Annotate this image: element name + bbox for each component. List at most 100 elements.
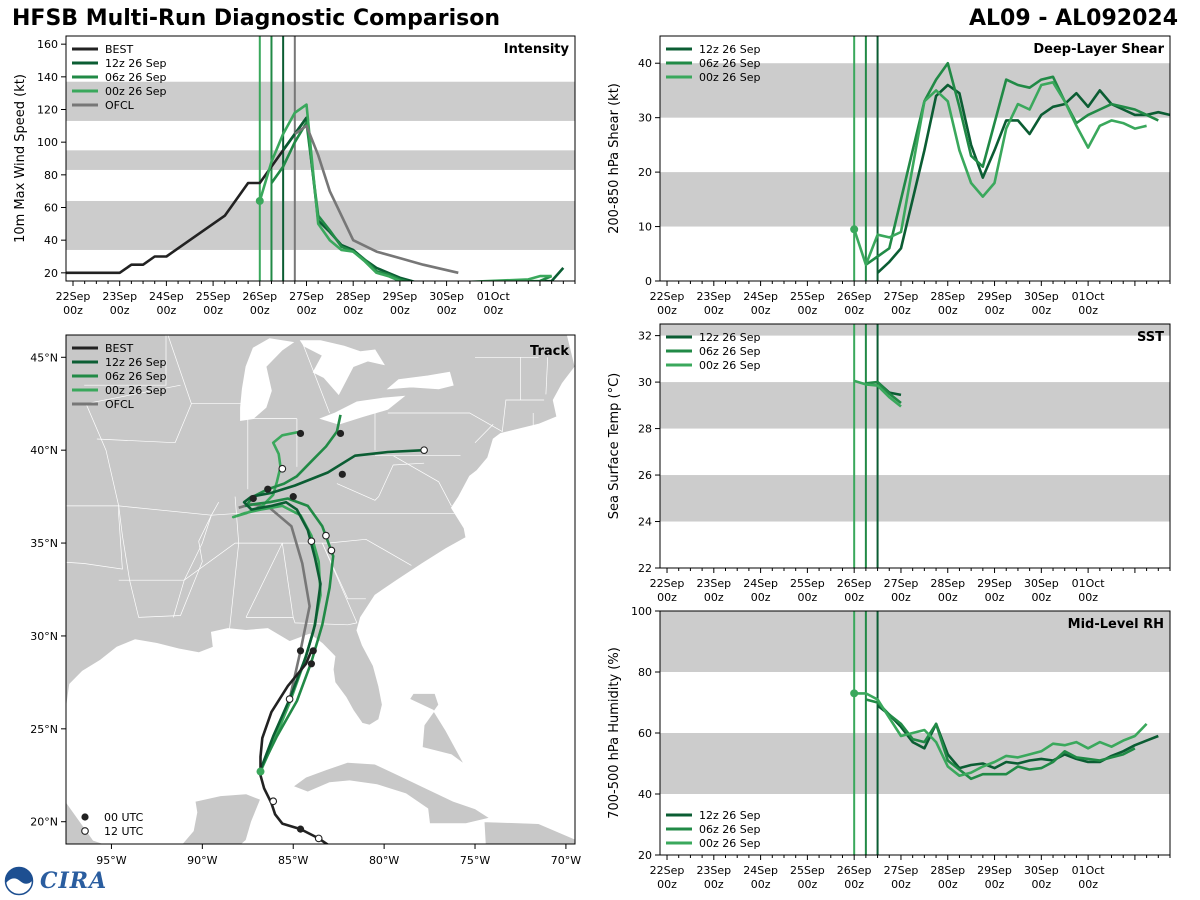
shear-xtick-date: 24Sep (743, 290, 778, 303)
intensity-xtick-date: 01Oct (477, 290, 511, 303)
rh-band (660, 611, 1170, 672)
intensity-xtick-hour: 00z (343, 304, 363, 317)
rh-xtick-hour: 00z (1031, 878, 1051, 891)
shear-ytick-label: 10 (638, 221, 652, 234)
track-legend-label: 00z 26 Sep (105, 384, 167, 397)
track-ytick-label: 30°N (30, 630, 58, 643)
track-00utc-dot (296, 825, 305, 833)
intensity-panel-label: Intensity (504, 42, 570, 57)
track-xtick-label: 85°W (278, 854, 308, 867)
rh-xtick-date: 01Oct (1072, 864, 1106, 877)
rh-legend-label: 06z 26 Sep (699, 823, 761, 836)
intensity-init-marker (255, 196, 264, 205)
shear-init-marker (850, 225, 859, 234)
sst-frame (659, 323, 1171, 569)
shear-band (660, 172, 1170, 227)
intensity-ytick-label: 20 (44, 267, 58, 280)
state-border (281, 543, 294, 618)
state-border (387, 399, 545, 433)
shear-xtick-date: 01Oct (1072, 290, 1106, 303)
sst-legend-label: 00z 26 Sep (699, 359, 761, 372)
shear-ytick-label: 30 (638, 112, 652, 125)
rh-legend-label: 00z 26 Sep (699, 837, 761, 850)
state-border (96, 438, 176, 444)
rh-xtick-date: 29Sep (977, 864, 1012, 877)
sst-panel-label: SST (1137, 330, 1164, 345)
rh-xtick-hour: 00z (704, 878, 724, 891)
rh-plot-area (660, 611, 1170, 855)
rh-ytick-label: 80 (638, 666, 652, 679)
rh-xtick-date: 23Sep (696, 864, 731, 877)
intensity-ylabel: 10m Max Wind Speed (kt) (13, 74, 28, 243)
sst-xtick-date: 29Sep (977, 577, 1012, 590)
rh-xtick-hour: 00z (657, 878, 677, 891)
rh-xtick-hour: 00z (751, 878, 771, 891)
rh-panel-label: Mid-Level RH (1068, 617, 1164, 632)
shear-panel-label: Deep-Layer Shear (1033, 42, 1164, 57)
sst-xtick-date: 26Sep (837, 577, 872, 590)
noaa-logo-icon (4, 866, 34, 896)
rh-xtick-date: 24Sep (743, 864, 778, 877)
sst-xtick-hour: 00z (704, 591, 724, 604)
shear-xtick-date: 26Sep (837, 290, 872, 303)
track-ytick-label: 20°N (30, 816, 58, 829)
track-12utc-dot (322, 531, 330, 540)
intensity-xtick-hour: 00z (63, 304, 83, 317)
state-border (85, 384, 181, 405)
shear-xtick-date: 23Sep (696, 290, 731, 303)
track-xtick-label: 75°W (460, 854, 490, 867)
sst-legend-label: 06z 26 Sep (699, 345, 761, 358)
shear-plot-area (660, 36, 1170, 281)
track-time-legend-12-label: 12 UTC (104, 825, 144, 838)
intensity-band (66, 81, 575, 121)
track-xtick-label: 90°W (187, 854, 217, 867)
rh-xtick-date: 27Sep (884, 864, 919, 877)
state-border (321, 542, 366, 600)
sst-ylabel: Sea Surface Temp (°C) (607, 373, 622, 520)
shear-xtick-date: 22Sep (650, 290, 685, 303)
sst-band (660, 324, 1170, 336)
intensity-ytick-label: 160 (37, 38, 58, 51)
sst-ytick-label: 28 (638, 423, 652, 436)
rh-xtick-hour: 00z (1078, 878, 1098, 891)
state-border (172, 502, 220, 618)
intensity-xtick-date: 30Sep (429, 290, 464, 303)
shear-legend-label: 00z 26 Sep (699, 71, 761, 84)
sst-xtick-hour: 00z (797, 591, 817, 604)
track-ytick-label: 25°N (30, 723, 58, 736)
intensity-legend-label: 12z 26 Sep (105, 57, 167, 70)
intensity-ytick-label: 40 (44, 234, 58, 247)
intensity-xtick-date: 25Sep (196, 290, 231, 303)
intensity-legend-label: BEST (105, 43, 133, 56)
intensity-xtick-hour: 00z (203, 304, 223, 317)
intensity-ytick-label: 60 (44, 202, 58, 215)
intensity-ytick-label: 100 (37, 136, 58, 149)
track-legend-label: 06z 26 Sep (105, 370, 167, 383)
bahamas-landmass (409, 693, 465, 765)
intensity-xtick-hour: 00z (483, 304, 503, 317)
shear-ylabel: 200-850 hPa Shear (kt) (607, 83, 622, 234)
track-12utc-dot (314, 834, 323, 843)
rh-xtick-date: 25Sep (790, 864, 825, 877)
track-00utc-dot (289, 493, 297, 501)
intensity-xtick-hour: 00z (250, 304, 270, 317)
track-12utc-dot (278, 464, 287, 473)
track-ytick-label: 40°N (30, 444, 58, 457)
noaa-cira-logo: CIRA (4, 866, 114, 896)
shear-xtick-date: 27Sep (884, 290, 919, 303)
intensity-xtick-hour: 00z (437, 304, 457, 317)
track-00utc-dot (338, 470, 346, 478)
sst-band (660, 475, 1170, 522)
sst-xtick-date: 30Sep (1024, 577, 1059, 590)
state-border (545, 357, 549, 395)
track-xtick-label: 70°W (551, 854, 581, 867)
yucatan-landmass (66, 793, 262, 844)
track-12utc-dot (420, 446, 428, 455)
track-xtick-label: 80°W (369, 854, 399, 867)
shear-ytick-label: 40 (638, 57, 652, 70)
track-time-legend-00-marker (81, 813, 89, 821)
state-border (246, 617, 357, 626)
rh-xtick-hour: 00z (891, 878, 911, 891)
track-00utc-dot (309, 647, 317, 655)
rh-init-marker (850, 689, 859, 698)
